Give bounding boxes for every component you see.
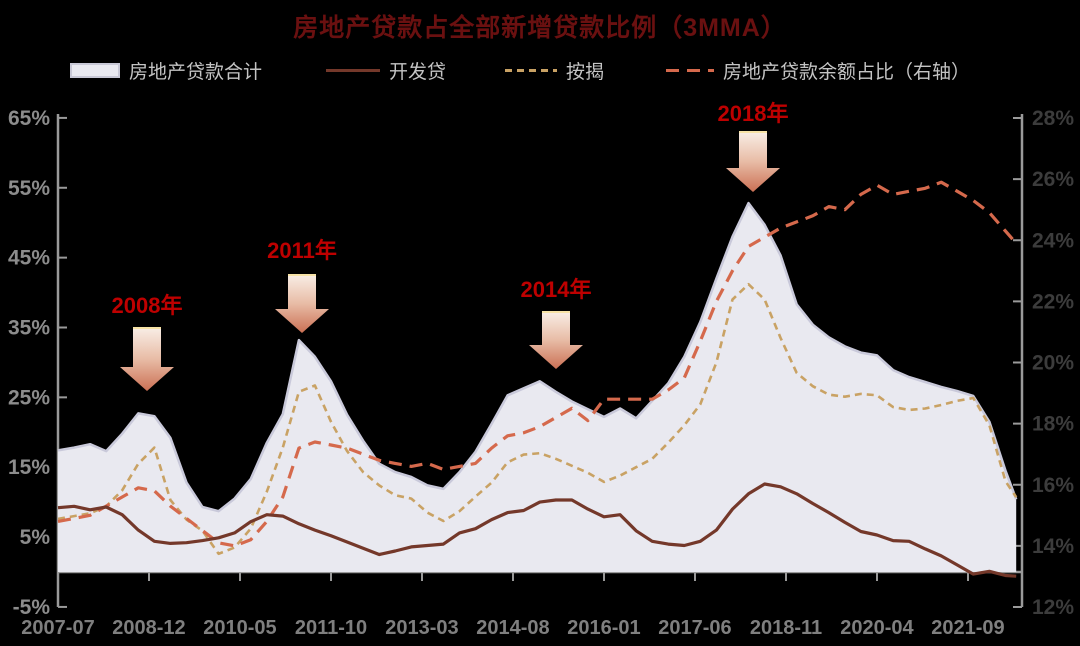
annotation-year-label: 2018年 [718, 101, 789, 126]
dashed-line-swatch-icon [505, 68, 557, 72]
legend-item-total-loans: 房地产贷款合计 [70, 57, 262, 83]
right-axis-tick-label: 28% [1032, 107, 1074, 130]
right-axis-tick-label: 22% [1032, 290, 1074, 313]
series-line-dev-loan [57, 482, 1017, 578]
area-swatch-icon [70, 62, 120, 78]
series-line-loan-share [57, 180, 1018, 548]
legend-item-dev-loan: 开发贷 [326, 57, 446, 83]
left-axis-tick-label: 25% [8, 386, 50, 409]
chart-title: 房地产贷款占全部新增贷款比例（3MMA） [293, 14, 787, 42]
legend-item-loan-share: 房地产贷款余额占比（右轴） [666, 57, 970, 83]
dashed-line-swatch-icon [666, 68, 714, 72]
x-axis-tick-label: 2010-05 [203, 617, 276, 639]
left-axis-tick-label: 45% [8, 247, 50, 270]
legend-label: 开发贷 [389, 61, 447, 83]
x-axis-tick-label: 2017-06 [658, 617, 731, 639]
annotation-year-label: 2008年 [112, 293, 183, 318]
right-axis-tick-label: 12% [1032, 596, 1074, 619]
left-axis-tick-label: 65% [8, 107, 50, 130]
series-area-edge [57, 201, 1018, 513]
left-axis-tick-label: 35% [8, 316, 50, 339]
right-axis-tick-label: 26% [1032, 168, 1074, 191]
x-axis-tick-label: 2018-11 [750, 617, 822, 639]
right-axis-tick-label: 20% [1032, 352, 1074, 375]
legend-label: 房地产贷款余额占比（右轴） [723, 61, 971, 83]
x-axis-tick-label: 2014-08 [476, 617, 549, 639]
legend-label: 房地产贷款合计 [129, 61, 263, 83]
right-axis-tick-label: 18% [1032, 413, 1074, 436]
annotation-down-arrow-icon [275, 274, 329, 333]
right-axis-tick-label: 14% [1032, 535, 1074, 558]
annotation-year-label: 2014年 [521, 277, 592, 302]
left-axis-tick-label: 5% [20, 526, 51, 549]
left-axis-tick-label: 15% [8, 456, 50, 479]
x-axis-tick-label: 2007-07 [21, 617, 94, 639]
left-axis-tick-label: 55% [8, 177, 50, 200]
legend-item-mortgage: 按揭 [505, 57, 604, 83]
annotation-down-arrow-icon [120, 327, 174, 391]
x-axis-tick-label: 2020-04 [840, 617, 914, 639]
x-axis-tick-label: 2008-12 [112, 617, 185, 639]
annotation-down-arrow-icon [726, 131, 780, 192]
x-axis-tick-label: 2021-09 [931, 617, 1004, 639]
x-axis-tick-label: 2016-01 [567, 617, 640, 639]
legend: 房地产贷款合计 开发贷 按揭 房地产贷款余额占比（右轴） [0, 57, 1080, 83]
annotation-year-label: 2011年 [267, 238, 337, 263]
right-axis-tick-label: 24% [1032, 229, 1074, 252]
left-axis-tick-label: -5% [13, 596, 51, 619]
series-area-total-loans [58, 203, 1017, 572]
right-axis-tick-label: 16% [1032, 474, 1074, 497]
x-axis-tick-label: 2011-10 [295, 617, 367, 639]
series-line-mortgage [57, 282, 1018, 556]
x-axis-tick-label: 2013-03 [385, 617, 458, 639]
legend-label: 按揭 [566, 61, 605, 83]
solid-line-swatch-icon [326, 68, 380, 72]
annotation-down-arrow-icon [529, 311, 583, 369]
